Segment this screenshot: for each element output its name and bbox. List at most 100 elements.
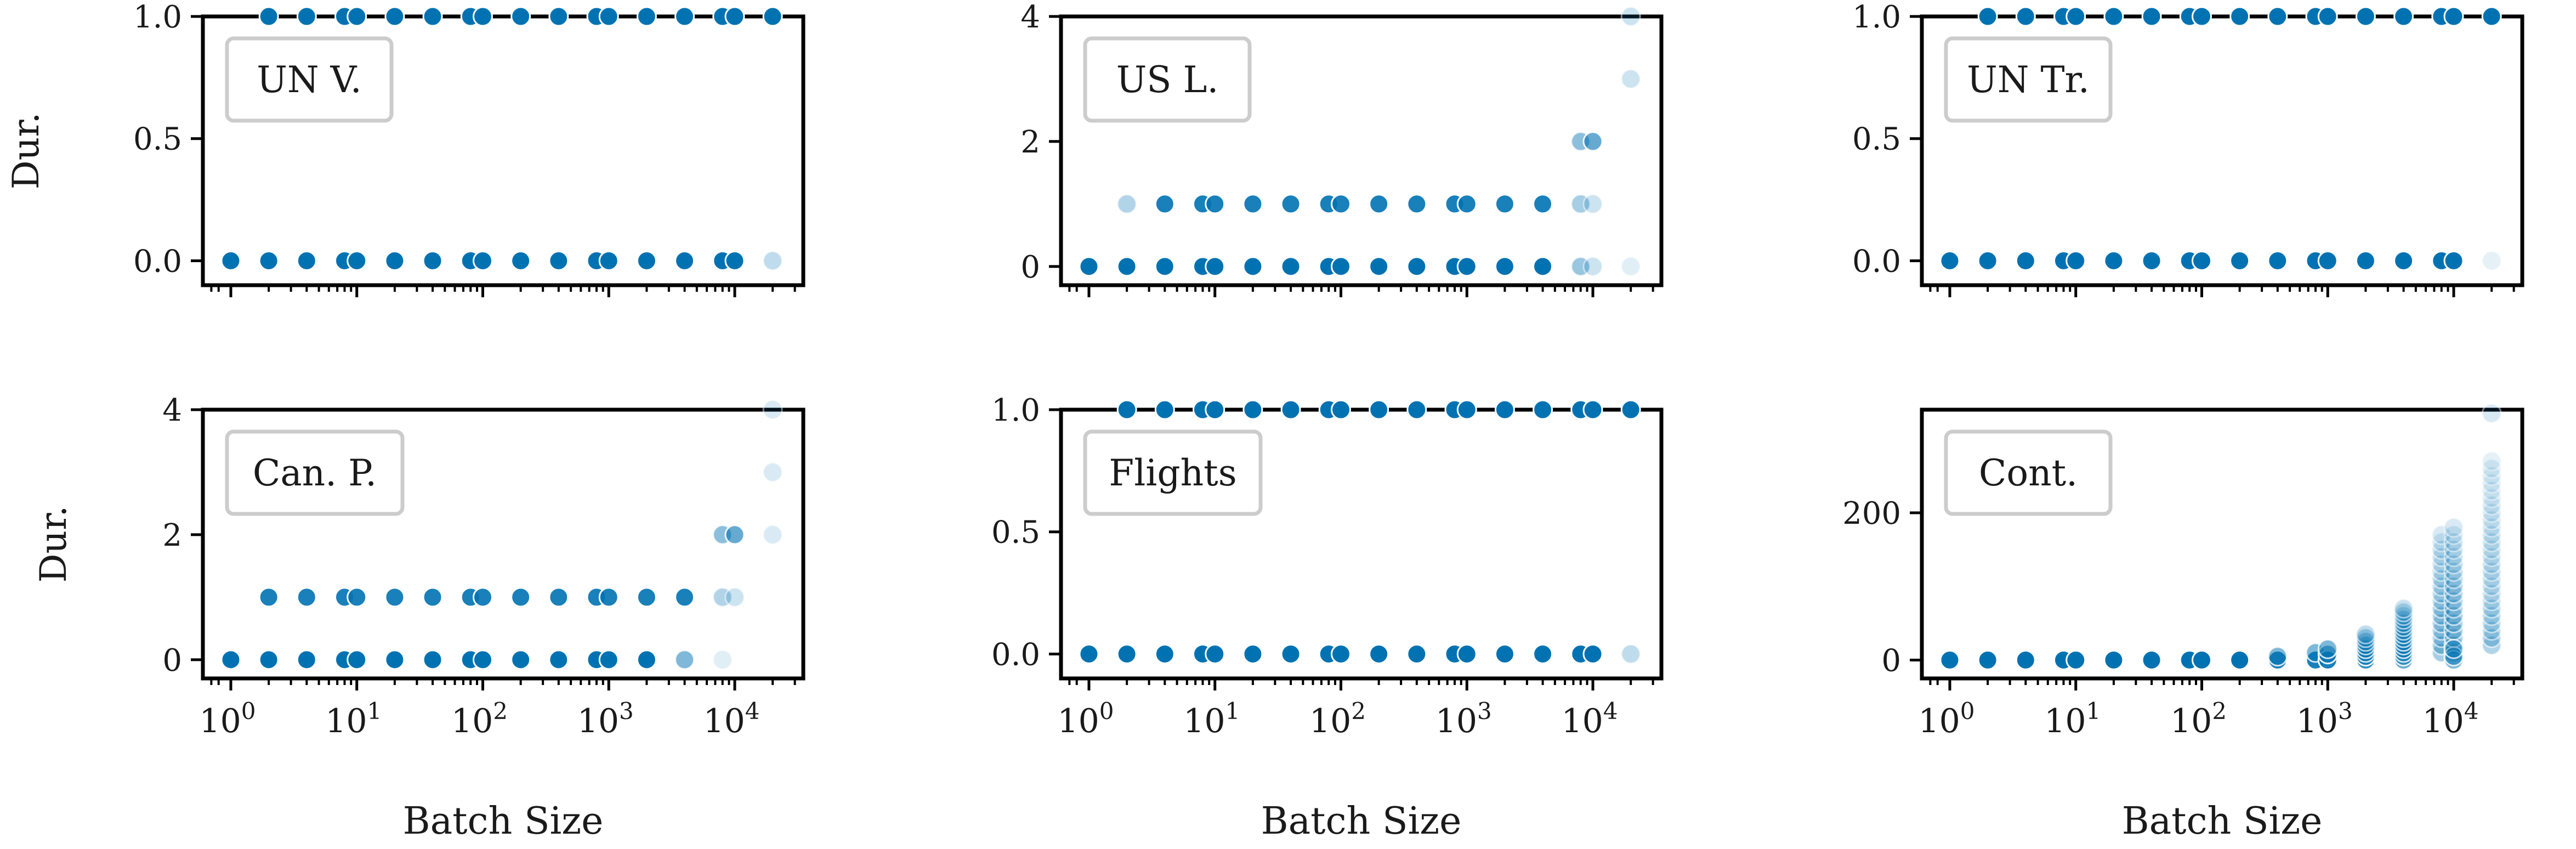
panel-title-box: Cont. bbox=[1944, 429, 2113, 516]
data-point bbox=[2229, 250, 2250, 271]
data-point bbox=[712, 649, 733, 670]
data-point bbox=[2141, 250, 2162, 271]
data-point bbox=[2481, 403, 2502, 424]
data-point bbox=[1330, 643, 1351, 664]
x-tick-label: 103 bbox=[1435, 698, 1492, 740]
data-point bbox=[422, 6, 443, 27]
data-point bbox=[2481, 488, 2502, 508]
data-point bbox=[1079, 256, 1099, 277]
data-point bbox=[2481, 510, 2502, 530]
data-point bbox=[220, 649, 241, 670]
title-box-frame bbox=[225, 429, 405, 516]
data-point bbox=[2481, 591, 2502, 612]
data-point bbox=[1369, 399, 1389, 420]
data-point bbox=[1330, 256, 1351, 277]
y-tick-label: 1.0 bbox=[991, 393, 1040, 428]
data-point bbox=[2443, 646, 2464, 667]
y-tick-label: 0.0 bbox=[991, 637, 1040, 672]
data-point bbox=[1369, 194, 1389, 214]
data-point bbox=[1406, 399, 1427, 420]
data-point bbox=[2481, 620, 2502, 641]
data-point bbox=[347, 6, 367, 27]
data-point bbox=[2443, 524, 2464, 545]
data-point bbox=[2103, 6, 2124, 27]
panel-title: Cont. bbox=[1979, 452, 2078, 494]
data-point bbox=[2443, 6, 2464, 27]
data-point bbox=[1406, 643, 1427, 664]
data-point bbox=[2481, 524, 2502, 545]
data-point bbox=[2481, 546, 2502, 567]
data-point bbox=[1205, 256, 1225, 277]
data-point bbox=[1406, 194, 1427, 214]
panel-can-p-: 0 2 4 100 101 102 103 104 Can. P. Dur. Batch Size bbox=[32, 393, 805, 843]
scatter-series bbox=[1079, 6, 1641, 277]
data-point bbox=[422, 250, 443, 271]
y-tick-label: 4 bbox=[1020, 0, 1040, 35]
data-point bbox=[2431, 524, 2452, 545]
data-point bbox=[2481, 605, 2502, 626]
data-point bbox=[384, 6, 405, 27]
data-point bbox=[636, 250, 657, 271]
data-point bbox=[2443, 576, 2464, 597]
x-tick-label: 104 bbox=[1561, 698, 1618, 740]
data-point bbox=[2443, 554, 2464, 575]
data-point bbox=[674, 587, 695, 608]
data-point bbox=[2481, 613, 2502, 633]
data-point bbox=[1456, 399, 1477, 420]
data-point bbox=[1533, 399, 1553, 420]
data-point bbox=[2481, 517, 2502, 538]
data-point bbox=[296, 250, 317, 271]
data-point bbox=[2317, 250, 2338, 271]
data-point bbox=[636, 649, 657, 670]
data-point bbox=[2443, 250, 2464, 271]
data-point bbox=[2481, 6, 2502, 27]
data-point bbox=[2443, 598, 2464, 619]
x-tick-label: 103 bbox=[2296, 698, 2353, 740]
data-point bbox=[598, 587, 619, 608]
panel-title-box: UN V. bbox=[225, 36, 394, 123]
scatter-series bbox=[220, 6, 783, 271]
data-point bbox=[2481, 250, 2502, 271]
data-point bbox=[1494, 399, 1515, 420]
panel-flights: 0.0 0.5 1.0 100 101 102 103 104 Flights Batch Siz… bbox=[991, 393, 1664, 843]
y-tick-label: 1.0 bbox=[1852, 0, 1901, 35]
data-point bbox=[1242, 194, 1263, 214]
data-point bbox=[422, 587, 443, 608]
data-point bbox=[1116, 643, 1137, 664]
data-point bbox=[2481, 473, 2502, 494]
data-point bbox=[258, 250, 279, 271]
data-point bbox=[296, 6, 317, 27]
panel-un-tr-: 0.0 0.5 1.0 UN Tr. bbox=[1852, 0, 2524, 297]
data-point bbox=[2481, 561, 2502, 582]
data-point bbox=[258, 587, 279, 608]
y-tick-label: 2 bbox=[1020, 124, 1040, 160]
data-point bbox=[636, 587, 657, 608]
data-point bbox=[1620, 256, 1641, 277]
data-point bbox=[2443, 613, 2464, 633]
data-point bbox=[1280, 643, 1301, 664]
x-tick-label: 104 bbox=[703, 698, 759, 740]
data-point bbox=[2481, 502, 2502, 523]
panel-title: US L. bbox=[1116, 59, 1219, 101]
data-point bbox=[2481, 532, 2502, 553]
y-tick-label: 0.5 bbox=[1852, 122, 1901, 157]
data-point bbox=[258, 6, 279, 27]
data-point bbox=[2481, 554, 2502, 575]
data-point bbox=[2229, 6, 2250, 27]
data-point bbox=[1116, 194, 1137, 214]
data-point bbox=[296, 649, 317, 670]
data-point bbox=[472, 250, 493, 271]
x-tick-label: 100 bbox=[199, 698, 256, 740]
data-point bbox=[1977, 250, 1998, 271]
y-tick-label: 0 bbox=[1020, 250, 1040, 285]
data-point bbox=[2481, 458, 2502, 479]
data-point bbox=[2481, 539, 2502, 560]
data-point bbox=[296, 587, 317, 608]
data-point bbox=[1620, 643, 1641, 664]
data-point bbox=[2481, 584, 2502, 604]
data-point bbox=[1369, 256, 1389, 277]
title-box-frame bbox=[1944, 429, 2113, 516]
y-axis-label: Dur. bbox=[32, 506, 75, 583]
data-point bbox=[762, 524, 783, 545]
data-point bbox=[1939, 250, 1960, 271]
